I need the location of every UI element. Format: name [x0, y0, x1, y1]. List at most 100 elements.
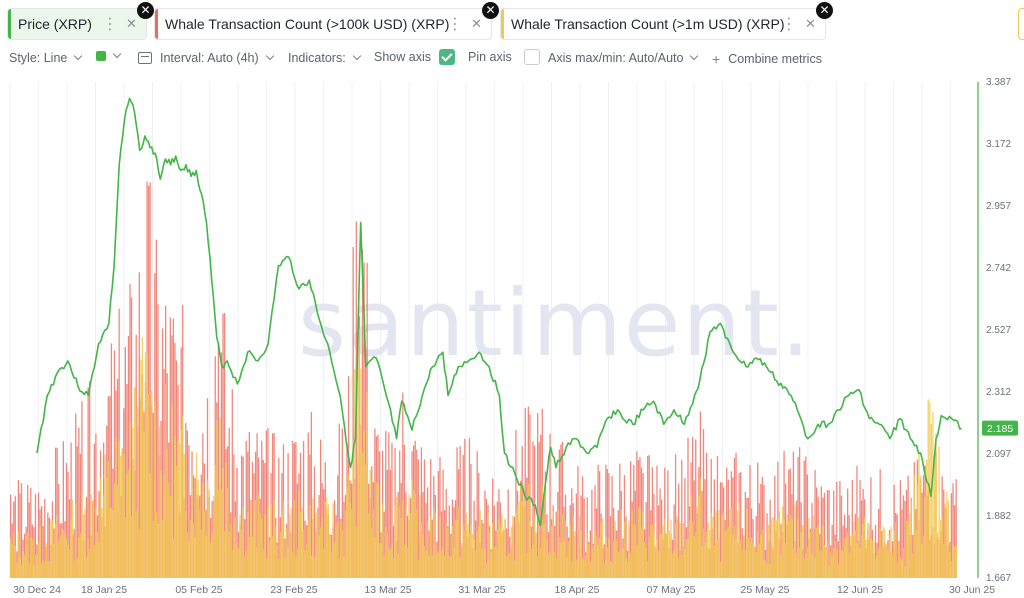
pin-axis-toggle[interactable]: Pin axis	[468, 49, 540, 65]
bar	[749, 541, 751, 578]
style-dropdown[interactable]: Style: Line	[9, 51, 83, 65]
bar	[840, 495, 843, 578]
bar	[293, 499, 295, 578]
remove-metric-icon[interactable]: ✕	[805, 16, 816, 31]
bar	[740, 540, 742, 578]
bar	[915, 530, 917, 578]
x-tick-label: 30 Jun 25	[949, 584, 995, 596]
close-icon[interactable]: ✕	[816, 2, 833, 19]
bar	[633, 523, 635, 578]
bar	[56, 515, 58, 578]
bar	[292, 551, 294, 578]
bar	[206, 479, 209, 578]
bar	[907, 520, 909, 578]
bar	[769, 499, 771, 578]
combine-metrics-button[interactable]: + Combine metrics	[712, 51, 822, 67]
bar	[402, 392, 404, 578]
more-options-icon[interactable]: ⋮	[781, 16, 797, 33]
bar	[777, 518, 779, 578]
bar	[571, 488, 573, 578]
show-axis-toggle[interactable]: Show axis	[374, 49, 455, 65]
bar	[840, 549, 843, 578]
bar	[302, 530, 305, 578]
bar	[391, 443, 393, 578]
bar	[848, 552, 850, 578]
bar	[236, 542, 238, 578]
more-options-icon[interactable]: ⋮	[447, 16, 463, 33]
bar	[800, 532, 802, 578]
bar	[62, 441, 64, 578]
bar	[87, 387, 89, 578]
bar	[169, 317, 171, 578]
bar	[898, 541, 900, 578]
remove-metric-icon[interactable]: ✕	[471, 16, 482, 31]
bar	[817, 525, 819, 578]
interval-dropdown[interactable]: Interval: Auto (4h)	[138, 51, 274, 65]
bar	[651, 467, 653, 578]
color-picker[interactable]	[96, 49, 122, 61]
bar	[31, 539, 33, 578]
axis-maxmin-dropdown[interactable]: Axis max/min: Auto/Auto	[548, 51, 699, 65]
bar	[34, 554, 37, 578]
remove-metric-icon[interactable]: ✕	[126, 16, 137, 31]
bar	[705, 532, 708, 578]
bar	[558, 449, 560, 578]
bar	[374, 428, 376, 578]
bar	[916, 483, 919, 578]
bar	[165, 383, 167, 578]
more-options-icon[interactable]: ⋮	[102, 16, 118, 33]
bar	[116, 485, 119, 578]
bar	[202, 482, 204, 578]
bar	[529, 414, 531, 578]
indicators-dropdown[interactable]: Indicators:	[288, 51, 361, 65]
bar	[812, 515, 815, 578]
bar	[335, 525, 337, 578]
close-icon[interactable]: ✕	[482, 2, 499, 19]
bar	[17, 480, 20, 578]
chart-toolbar: Style: Line Interval: Auto (4h) Indicato…	[0, 48, 1024, 70]
bar	[354, 369, 356, 578]
bar	[426, 520, 429, 578]
bar	[674, 523, 677, 578]
bar	[833, 547, 835, 578]
bar	[461, 543, 463, 578]
bar	[537, 413, 539, 578]
bar	[733, 525, 736, 578]
bar	[631, 510, 633, 578]
bar	[811, 502, 813, 578]
bar	[564, 520, 567, 578]
bar	[809, 532, 812, 578]
pin-axis-checkbox[interactable]	[523, 49, 540, 65]
bar	[805, 553, 807, 578]
bar	[878, 548, 880, 578]
bar	[493, 505, 495, 578]
show-axis-checkbox[interactable]	[438, 49, 455, 65]
bar	[496, 530, 498, 578]
bar	[571, 561, 573, 578]
bar	[442, 469, 444, 578]
bar	[333, 542, 336, 578]
bar	[360, 368, 362, 578]
bar	[386, 469, 388, 578]
bar	[73, 529, 75, 578]
bar	[368, 513, 370, 578]
bar	[874, 558, 877, 578]
bar	[282, 501, 285, 578]
tab-partial[interactable]	[1018, 8, 1024, 40]
bar	[346, 487, 348, 578]
bar	[278, 558, 280, 578]
bar	[856, 543, 858, 578]
bar	[549, 552, 551, 578]
bar	[323, 548, 325, 578]
bar	[904, 566, 906, 578]
bar	[814, 469, 816, 578]
bar	[450, 557, 452, 578]
bar	[912, 553, 914, 578]
tab-whale-1m[interactable]: Whale Transaction Count (>1m USD) (XRP) …	[500, 8, 826, 40]
bar	[656, 465, 658, 578]
bar	[256, 547, 258, 578]
tab-whale-100k[interactable]: Whale Transaction Count (>100k USD) (XRP…	[154, 8, 492, 40]
tab-price-xrp[interactable]: Price (XRP) ⋮ ✕	[7, 8, 147, 40]
close-icon[interactable]: ✕	[137, 2, 154, 19]
